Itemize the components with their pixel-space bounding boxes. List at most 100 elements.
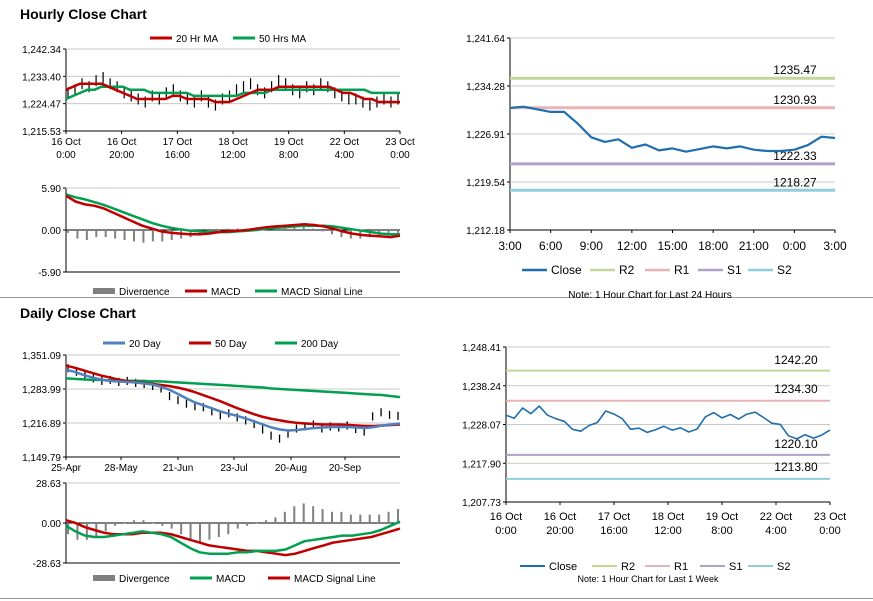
legend-daily-macd-signal-label: MACD Signal Line <box>294 574 376 585</box>
hourly-price-xtick-label: 19 Oct <box>274 137 304 148</box>
hourly-level-r2-label: 1235.47 <box>773 63 817 77</box>
daily-price-ytick-label: 1,216.89 <box>22 419 61 430</box>
legend-hourly-r2-label: R2 <box>619 263 635 277</box>
hourly-macd-divergence-bar <box>170 230 173 240</box>
daily-macd-ytick-label: 0.00 <box>42 519 62 530</box>
daily-macd-divergence-bar <box>227 523 230 535</box>
hourly-levels-xtick-label: 15:00 <box>657 239 687 253</box>
daily-macd-divergence-bar <box>161 523 164 526</box>
hourly-macd-divergence-bar <box>368 230 371 238</box>
legend-hourly-close-label: Close <box>551 263 582 277</box>
hourly-macd-ytick-label: 0.00 <box>42 226 62 237</box>
daily-levels-xtick-label: 16:00 <box>600 525 628 537</box>
daily-levels-xtick-label: 12:00 <box>654 525 682 537</box>
legend-50-day-label: 50 Day <box>215 339 247 350</box>
legend-hourly-macd-signal-label: MACD Signal Line <box>281 287 363 295</box>
legend-daily-s2-label: S2 <box>777 561 790 573</box>
daily-macd-divergence-bar <box>274 517 277 523</box>
daily-macd-divergence-bar <box>246 523 249 526</box>
hourly-50hrs-ma-line <box>65 85 400 101</box>
legend-daily-r2-label: R2 <box>621 561 635 573</box>
hourly-macd-divergence-bar <box>217 230 220 231</box>
daily-levels-xtick-label: 22 Oct <box>760 511 792 523</box>
hourly-macd-divergence-bar <box>397 230 399 233</box>
hourly-level-s1-label: 1222.33 <box>773 149 817 163</box>
hourly-macd-divergence-bar <box>161 230 164 242</box>
hourly-macd-divergence-bar <box>104 230 107 238</box>
daily-macd-chart: 28.63 0.00 -28.63 Divergence MACD MACD Signal… <box>33 479 401 585</box>
hourly-levels-xtick-label: 12:00 <box>617 239 647 253</box>
daily-macd-divergence-bar <box>189 523 192 540</box>
daily-macd-divergence-bar <box>312 506 315 523</box>
hourly-levels-ytick-label: 1,241.64 <box>466 34 505 45</box>
hourly-levels-xtick-label: 6:00 <box>539 239 563 253</box>
daily-macd-divergence-bar <box>293 506 296 523</box>
hourly-price-xtick-label: 8:00 <box>279 150 299 161</box>
hourly-price-ytick-label: 1,233.40 <box>22 72 61 83</box>
hourly-level-r1-label: 1230.93 <box>773 93 817 107</box>
daily-price-ytick-label: 1,351.09 <box>22 351 61 362</box>
hourly-price-xtick-label: 16:00 <box>165 150 190 161</box>
daily-macd-ytick-label: 28.63 <box>36 479 61 490</box>
daily-levels-ytick-label: 1,238.24 <box>462 382 501 393</box>
daily-macd-divergence-bar <box>151 523 154 524</box>
hourly-price-ytick-label: 1,215.53 <box>22 127 61 138</box>
legend-hourly-s2-label: S2 <box>777 263 792 277</box>
daily-macd-divergence-bar <box>265 520 267 523</box>
section-divider <box>0 297 873 298</box>
hourly-levels-xtick-label: 21:00 <box>739 239 769 253</box>
daily-macd-divergence-bar <box>123 523 126 524</box>
daily-macd-divergence-bar <box>349 514 352 523</box>
hourly-levels-chart: 1,241.64 1,234.28 1,226.91 1,219.54 1,212.18… <box>466 34 847 298</box>
hourly-macd-divergence-bar <box>123 230 126 240</box>
legend-hourly-macd-label: MACD <box>211 287 240 295</box>
hourly-price-xtick-label: 0:00 <box>56 150 76 161</box>
daily-level-s2-label: 1213.80 <box>774 460 818 474</box>
daily-macd-divergence-bar <box>180 523 183 535</box>
daily-section-title: Daily Close Chart <box>20 305 136 321</box>
daily-macd-divergence-bar <box>255 523 258 524</box>
hourly-price-xtick-label: 4:00 <box>335 150 355 161</box>
daily-macd-divergence-bar <box>217 523 220 537</box>
legend-20hr-ma-label: 20 Hr MA <box>176 34 219 45</box>
daily-level-r1-label: 1234.30 <box>774 382 818 396</box>
hourly-macd-chart: 5.90 0.00 -5.90 Divergence MACD MACD Signal L… <box>38 184 401 295</box>
daily-macd-divergence-bar <box>199 523 201 543</box>
hourly-price-xtick-label: 16 Oct <box>51 137 81 148</box>
daily-levels-xtick-label: 20:00 <box>546 525 574 537</box>
daily-macd-divergence-bar <box>236 523 239 529</box>
daily-price-xtick-label: 21-Jun <box>163 463 194 474</box>
legend-50hrs-ma-label: 50 Hrs MA <box>259 34 307 45</box>
hourly-macd-ytick-label: 5.90 <box>42 184 62 195</box>
daily-price-xtick-label: 23-Jul <box>220 463 247 474</box>
daily-macd-divergence-bar <box>321 509 324 523</box>
hourly-levels-xtick-label: 18:00 <box>698 239 728 253</box>
hourly-price-xtick-label: 17 Oct <box>163 137 193 148</box>
hourly-price-xtick-label: 12:00 <box>220 150 245 161</box>
daily-levels-xtick-label: 19 Oct <box>706 511 738 523</box>
legend-hourly-r1-label: R1 <box>674 263 690 277</box>
hourly-levels-note: Note: 1 Hour Chart for Last 24 Hours <box>568 290 731 298</box>
daily-macd-divergence-bar <box>387 511 390 523</box>
legend-hourly-divergence-swatch <box>93 288 115 294</box>
daily-levels-chart: 1,248.41 1,238.24 1,228.07 1,217.90 1,207.73… <box>462 343 846 584</box>
legend-hourly-divergence-label: Divergence <box>119 287 170 295</box>
daily-macd-divergence-bar <box>340 511 343 523</box>
daily-levels-note: Note: 1 Hour Chart for Last 1 Week <box>578 574 719 584</box>
hourly-macd-divergence-bar <box>321 230 324 232</box>
daily-macd-divergence-bar <box>104 523 107 532</box>
hourly-levels-close-line <box>509 105 836 153</box>
daily-levels-xtick-label: 17 Oct <box>598 511 630 523</box>
daily-levels-close-line <box>505 405 831 440</box>
daily-levels-ytick-label: 1,248.41 <box>462 343 501 354</box>
daily-macd-divergence-bar <box>368 514 371 523</box>
hourly-macd-divergence-bar <box>114 230 117 239</box>
daily-levels-ytick-label: 1,207.73 <box>462 498 501 509</box>
hourly-price-xtick-label: 0:00 <box>390 150 410 161</box>
hourly-macd-divergence-bar <box>331 230 333 235</box>
hourly-macd-divergence-bar <box>85 230 88 240</box>
daily-macd-divergence-bar <box>208 523 211 540</box>
hourly-price-chart: 20 Hr MA 50 Hrs MA 1,242.34 1,233.40 1,224.4… <box>22 34 415 161</box>
legend-20-day-label: 20 Day <box>129 339 161 350</box>
hourly-macd-divergence-bar <box>302 227 305 230</box>
